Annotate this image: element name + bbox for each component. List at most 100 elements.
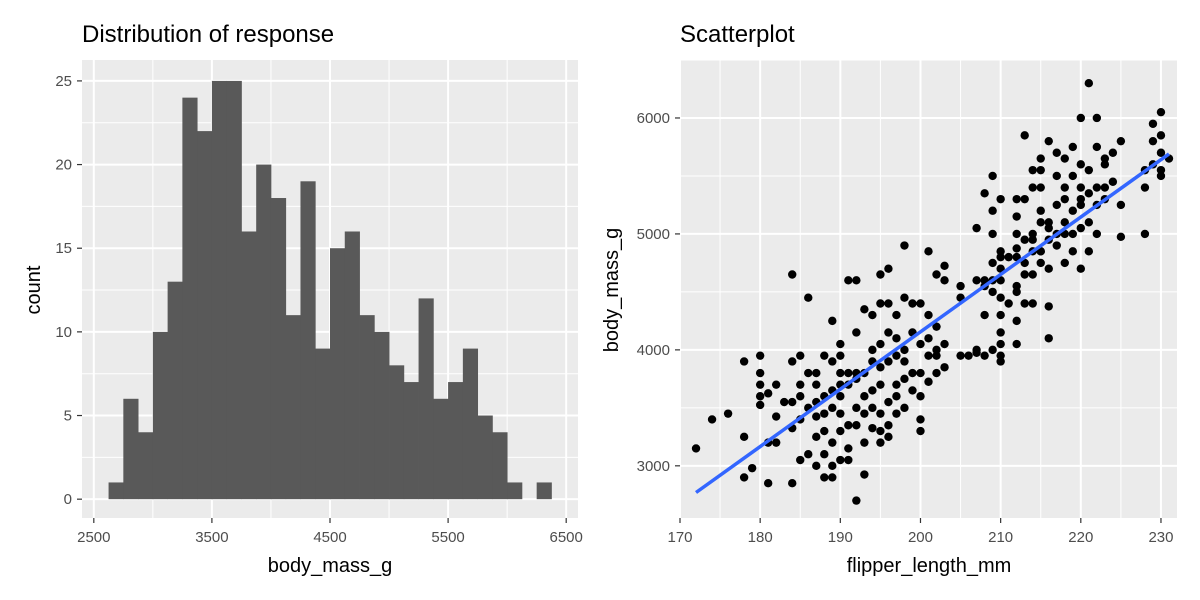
scatter-y-tick-label: 5000 [637,226,670,243]
scatter-point [876,380,885,389]
histogram-bar [108,482,124,500]
scatter-point [812,380,821,389]
scatter-point [940,339,949,349]
scatter-point [956,281,965,291]
scatter-point [1060,183,1069,192]
scatter-point [1092,229,1102,239]
scatter-title: Scatterplot [680,21,795,48]
scatter-point [1044,302,1053,311]
scatter-point [796,392,805,401]
scatter-point [828,461,837,471]
scatter-point [739,473,749,482]
scatter-point [796,351,805,360]
scatter-point [1116,136,1126,146]
histogram-bar [300,181,316,500]
scatter-point [900,345,909,355]
scatter-point [860,392,869,401]
scatter-point [812,412,821,421]
scatter-point [739,432,749,442]
scatter-point [868,423,877,433]
scatter-point [780,397,789,407]
scatter-trend-line [695,152,1171,494]
scatter-point [996,194,1005,204]
scatter-point [796,455,805,465]
scatter-point [852,496,861,505]
scatter-point [996,357,1005,366]
scatter-point [1012,281,1021,291]
histogram-bar [433,398,449,500]
scatter-point [820,351,829,360]
histogram-bar [330,248,346,500]
scatter-point [924,377,933,386]
scatter-point [924,310,933,320]
histogram-x-tick-label: 5500 [431,529,464,546]
scatter-point [1100,160,1110,169]
scatter-point [924,247,933,256]
scatter-point [1036,154,1045,163]
scatter-point [940,363,949,372]
histogram-y-ticks: 0 5 10 15 20 25 [55,73,82,508]
scatter-point [1060,218,1069,227]
histogram-y-tick-label: 15 [55,240,72,257]
scatter-point [924,351,933,360]
scatter-point [996,310,1005,320]
scatter-point [723,409,733,418]
scatter-x-tick-label: 230 [1148,529,1173,546]
scatter-point [876,363,885,372]
histogram-bar [344,231,360,500]
scatter-point [788,479,797,488]
scatter-point [1092,113,1102,123]
scatter-x-tick-label: 190 [828,529,853,546]
scatter-point [812,368,821,378]
scatter-point [812,461,821,471]
scatter-point [1156,148,1166,157]
scatter-point [1044,136,1053,146]
scatter-x-tick-label: 220 [1068,529,1093,546]
histogram-bar [197,131,213,500]
scatter-point [739,357,749,366]
scatter-point [884,397,893,407]
scatter-point [1012,244,1021,253]
scatter-point [940,261,949,271]
scatter-point [996,276,1005,285]
scatter-point [1004,299,1013,308]
histogram-bar [418,298,434,500]
scatter-point [1108,177,1118,186]
scatter-point [916,392,925,401]
scatter-x-tick-label: 180 [748,529,773,546]
scatter-point [820,426,829,436]
scatter-point [852,403,861,413]
scatter-point [1068,142,1077,152]
histogram-bar [270,198,287,500]
scatter-point [763,389,773,398]
scatter-point [691,444,701,453]
histogram-y-tick-label: 10 [55,324,72,341]
histogram-bar [359,315,375,500]
scatter-point [1060,258,1069,268]
scatter-point [844,276,853,285]
scatter-point [1068,171,1077,181]
scatter-point [1156,171,1166,181]
scatter-point [868,386,877,395]
scatter-point [1036,218,1045,227]
scatter-point [908,368,917,378]
scatter-point [788,357,797,366]
scatter-point [1084,218,1094,227]
scatter-point [707,415,717,424]
scatter-point [820,409,829,418]
scatter-point [1012,252,1021,262]
scatter-point [980,189,989,198]
scatter-point [1012,194,1021,204]
scatter-point [1140,229,1150,239]
scatter-point [1076,160,1086,169]
scatter-point [1028,235,1037,244]
scatter-gridlines [679,59,1177,518]
scatter-point [1076,223,1086,233]
histogram-bar [448,382,464,500]
scatter-point [1076,113,1086,123]
scatter-point [884,328,893,337]
scatter-point [844,368,853,378]
scatter-point [1036,206,1045,215]
scatter-point [836,426,845,436]
scatter-point [1116,200,1126,210]
